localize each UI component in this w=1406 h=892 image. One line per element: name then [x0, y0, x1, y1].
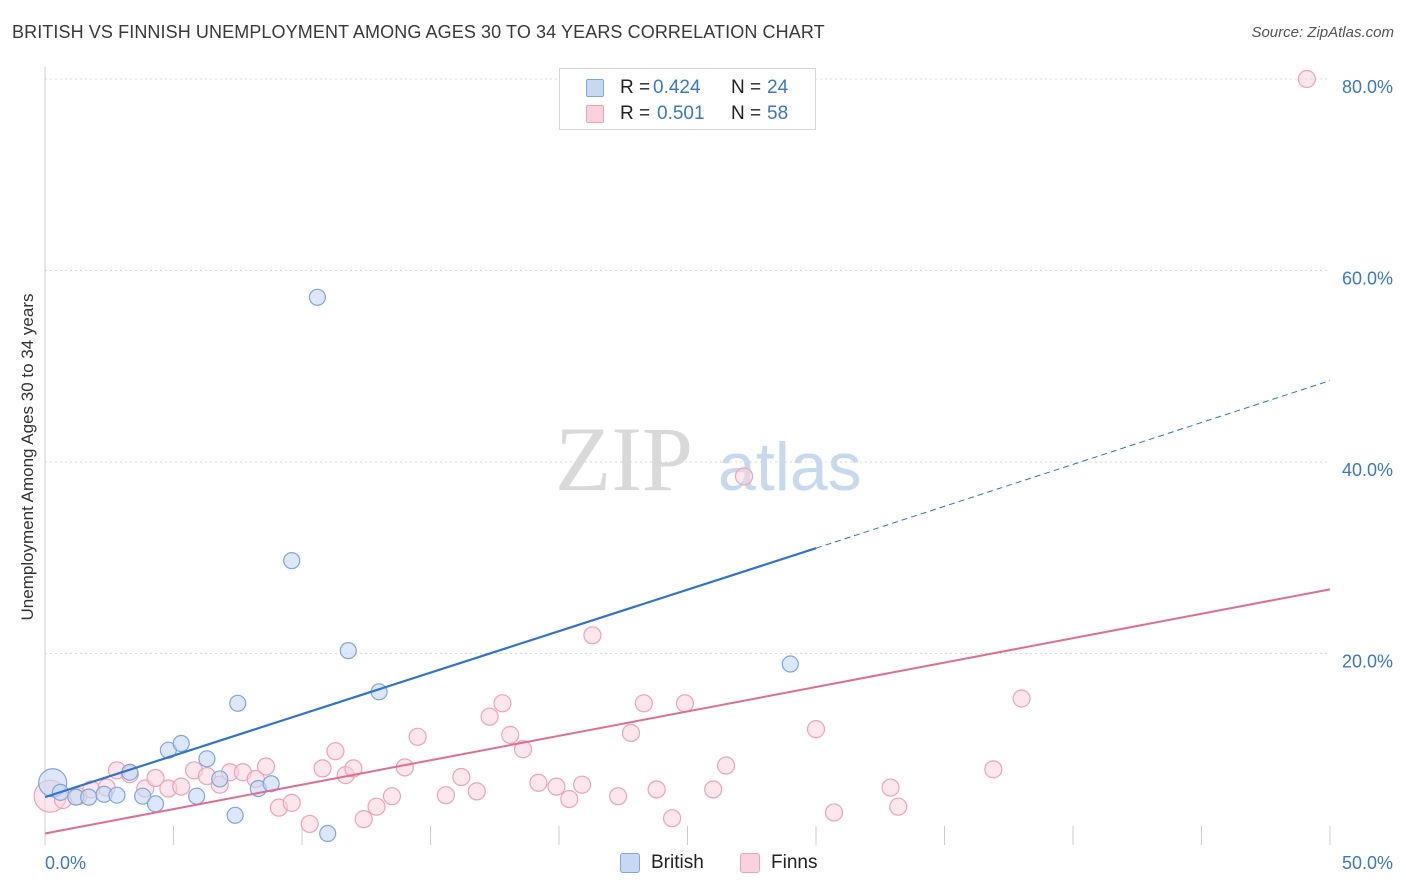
finns-point	[313, 759, 332, 778]
y-tick-label: 20.0%	[1342, 652, 1393, 672]
finns-point	[889, 797, 908, 816]
finns-point	[452, 767, 471, 787]
trend-layer	[44, 380, 1331, 835]
british-point	[108, 786, 126, 804]
finns-point	[621, 723, 641, 743]
british-point	[134, 787, 152, 805]
british-point	[229, 694, 247, 712]
finns-point	[172, 777, 191, 796]
finns-swatch	[586, 105, 604, 123]
finns-point	[1297, 69, 1316, 89]
finns-point	[300, 814, 319, 834]
british-point	[198, 750, 216, 768]
legend: R = 0.424 N = 24 R = 0.501 N = 58	[559, 68, 816, 130]
x-tick-label-max: 50.0%	[1342, 853, 1393, 873]
british-point	[262, 775, 280, 793]
legend-british-n-label: N =	[731, 77, 762, 98]
british-trend-extension	[815, 380, 1331, 549]
finns-point	[395, 758, 414, 777]
british-point	[226, 806, 244, 824]
bottom-legend-british-label: British	[651, 852, 704, 873]
finns-point	[716, 756, 736, 775]
british-point	[146, 795, 165, 813]
finns-point	[367, 797, 386, 816]
finns-trend-line	[44, 588, 1331, 835]
finns-point	[547, 777, 566, 796]
legend-finns-r-label: R =	[620, 103, 651, 124]
british-point	[172, 734, 190, 753]
finns-point	[662, 809, 682, 828]
finns-point	[704, 780, 723, 799]
finns-point	[480, 707, 499, 726]
finns-point	[344, 759, 363, 778]
finns-point	[256, 757, 276, 776]
finns-point	[984, 760, 1003, 779]
british-point	[283, 552, 301, 570]
finns-point	[734, 467, 754, 486]
finns-point	[326, 742, 345, 761]
finns-point	[436, 786, 456, 805]
british-point	[188, 787, 206, 805]
finns-point	[513, 740, 533, 759]
bottom-legend-finns-label: Finns	[771, 852, 818, 873]
british-point	[211, 770, 229, 788]
y-tick-label: 80.0%	[1342, 77, 1393, 97]
british-point	[319, 824, 337, 843]
watermark-zip: ZIP	[555, 408, 693, 510]
british-point	[308, 288, 327, 306]
finns-point	[382, 787, 402, 806]
axis-layer: 20.0% 40.0% 60.0% 80.0% 0.0% 50.0%	[44, 67, 1393, 873]
finns-point	[529, 773, 548, 792]
source-label: Source: ZipAtlas.com	[1251, 24, 1394, 41]
british-trend-line	[44, 547, 817, 799]
british-point	[781, 655, 799, 673]
legend-finns-n-label: N =	[731, 103, 762, 124]
finns-point	[824, 803, 844, 822]
finns-point	[146, 768, 165, 788]
finns-point	[573, 775, 592, 794]
legend-finns-r-value: 0.501	[657, 103, 705, 124]
watermark-atlas: atlas	[718, 429, 862, 505]
finns-point	[282, 793, 301, 812]
legend-british-r-label: R =	[620, 77, 651, 98]
finns-point	[493, 694, 512, 713]
legend-finns-n-value: 58	[767, 103, 789, 124]
finns-point	[881, 778, 900, 797]
finns-legend-swatch	[740, 853, 760, 873]
points-layer	[33, 69, 1316, 843]
legend-british-r-value: 0.424	[653, 77, 701, 98]
british-point	[80, 788, 98, 806]
finns-point	[560, 789, 579, 809]
finns-point	[467, 782, 486, 801]
finns-point	[1012, 689, 1031, 708]
finns-point	[675, 694, 695, 713]
watermark: ZIP atlas	[555, 408, 862, 510]
finns-point	[634, 694, 653, 713]
finns-point	[647, 780, 666, 799]
british-point	[339, 642, 357, 660]
finns-point	[806, 720, 826, 739]
y-tick-label: 60.0%	[1342, 269, 1393, 289]
finns-point	[354, 810, 373, 829]
finns-point	[408, 727, 427, 746]
grid-layer	[45, 78, 1330, 654]
british-legend-swatch	[620, 853, 640, 873]
finns-point	[501, 725, 520, 744]
y-axis-label: Unemployment Among Ages 30 to 34 years	[18, 293, 37, 621]
finns-point	[609, 787, 628, 806]
british-swatch	[586, 79, 604, 97]
legend-british-n-value: 24	[767, 77, 789, 98]
y-tick-label: 40.0%	[1342, 460, 1393, 480]
x-tick-label-min: 0.0%	[45, 853, 86, 873]
chart-title: BRITISH VS FINNISH UNEMPLOYMENT AMONG AG…	[12, 22, 825, 42]
finns-point	[583, 626, 602, 645]
